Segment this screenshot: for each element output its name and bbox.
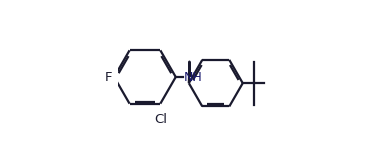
Text: Cl: Cl	[154, 113, 167, 126]
Text: F: F	[105, 71, 112, 83]
Text: NH: NH	[183, 71, 202, 83]
